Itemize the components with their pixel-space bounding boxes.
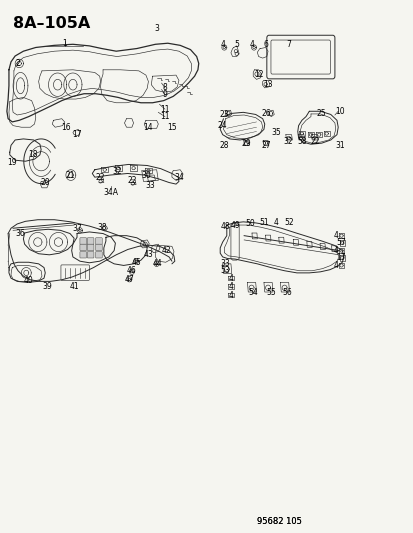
Text: 21: 21 xyxy=(65,171,75,180)
Text: 42: 42 xyxy=(161,246,171,255)
FancyBboxPatch shape xyxy=(95,238,102,244)
Text: 43: 43 xyxy=(143,251,153,260)
Text: 34: 34 xyxy=(173,173,183,182)
Text: 95682 105: 95682 105 xyxy=(256,517,301,526)
Text: 4: 4 xyxy=(249,40,254,49)
Text: 41: 41 xyxy=(69,282,79,291)
Text: 4: 4 xyxy=(228,273,233,282)
Text: 58: 58 xyxy=(297,137,306,146)
Text: 4: 4 xyxy=(332,231,337,240)
Text: 4: 4 xyxy=(273,219,278,228)
Text: 29: 29 xyxy=(241,139,250,148)
Text: 49: 49 xyxy=(230,221,240,230)
Text: 15: 15 xyxy=(167,123,176,132)
Text: 9: 9 xyxy=(162,90,167,99)
Text: 30: 30 xyxy=(141,171,150,180)
Text: 10: 10 xyxy=(334,107,344,116)
FancyBboxPatch shape xyxy=(80,238,86,244)
Text: 18: 18 xyxy=(28,150,38,159)
Text: 32: 32 xyxy=(283,137,293,146)
Text: 19: 19 xyxy=(7,158,17,167)
Text: 11: 11 xyxy=(160,112,169,121)
Text: 46: 46 xyxy=(127,266,136,275)
Text: 50: 50 xyxy=(245,220,254,229)
Text: 95682 105: 95682 105 xyxy=(256,517,301,526)
Text: 47: 47 xyxy=(124,274,134,284)
Text: 17: 17 xyxy=(335,254,345,262)
Text: 36: 36 xyxy=(16,229,25,238)
Text: 24: 24 xyxy=(217,120,227,130)
Text: 23: 23 xyxy=(219,110,229,119)
Text: 22: 22 xyxy=(127,176,136,185)
FancyBboxPatch shape xyxy=(95,244,102,251)
Text: 6: 6 xyxy=(263,40,268,49)
Text: 12: 12 xyxy=(254,70,263,78)
Text: 4: 4 xyxy=(220,40,225,49)
Text: 31: 31 xyxy=(334,141,344,150)
Text: 4: 4 xyxy=(228,290,233,300)
Text: 55: 55 xyxy=(266,287,275,296)
Text: 27: 27 xyxy=(261,141,270,150)
FancyBboxPatch shape xyxy=(87,244,94,251)
Text: 8A–105A: 8A–105A xyxy=(13,15,90,30)
Text: 57: 57 xyxy=(335,238,345,247)
Text: 56: 56 xyxy=(282,287,292,296)
Text: 39: 39 xyxy=(42,282,52,291)
Text: 4: 4 xyxy=(332,261,337,270)
Text: 4: 4 xyxy=(332,246,337,255)
Text: 48: 48 xyxy=(220,222,230,231)
Text: 34A: 34A xyxy=(104,188,119,197)
FancyBboxPatch shape xyxy=(80,252,86,258)
Text: 28: 28 xyxy=(219,141,229,150)
Text: 44: 44 xyxy=(152,260,162,268)
Text: 40: 40 xyxy=(24,276,33,285)
Text: 51: 51 xyxy=(259,219,268,228)
Text: 33: 33 xyxy=(145,181,154,190)
Text: 3: 3 xyxy=(154,25,159,34)
Text: 37: 37 xyxy=(72,224,82,233)
Text: 16: 16 xyxy=(61,123,71,132)
FancyBboxPatch shape xyxy=(95,252,102,258)
Text: 4: 4 xyxy=(228,282,233,291)
Text: 52: 52 xyxy=(284,219,294,228)
Text: 5: 5 xyxy=(234,40,239,49)
Text: 8: 8 xyxy=(162,83,167,92)
Text: 26: 26 xyxy=(261,109,270,118)
Text: 1: 1 xyxy=(62,39,67,48)
Text: 35: 35 xyxy=(271,128,280,137)
Text: 38: 38 xyxy=(97,223,106,232)
Text: 32: 32 xyxy=(112,167,121,176)
Text: 22: 22 xyxy=(310,137,320,146)
Text: 53: 53 xyxy=(220,266,230,275)
FancyBboxPatch shape xyxy=(87,252,94,258)
Text: 45: 45 xyxy=(131,258,140,266)
FancyBboxPatch shape xyxy=(87,238,94,244)
Text: 20: 20 xyxy=(40,178,50,187)
Text: 2: 2 xyxy=(16,59,20,68)
Text: 22: 22 xyxy=(95,173,105,182)
Text: 13: 13 xyxy=(263,80,272,89)
Text: 33: 33 xyxy=(220,260,230,268)
Text: 7: 7 xyxy=(285,40,290,49)
Text: 54: 54 xyxy=(248,287,257,296)
FancyBboxPatch shape xyxy=(80,244,86,251)
Text: 11: 11 xyxy=(160,104,169,114)
Text: 17: 17 xyxy=(72,130,82,139)
Text: 25: 25 xyxy=(316,109,326,118)
Text: 14: 14 xyxy=(143,123,153,132)
